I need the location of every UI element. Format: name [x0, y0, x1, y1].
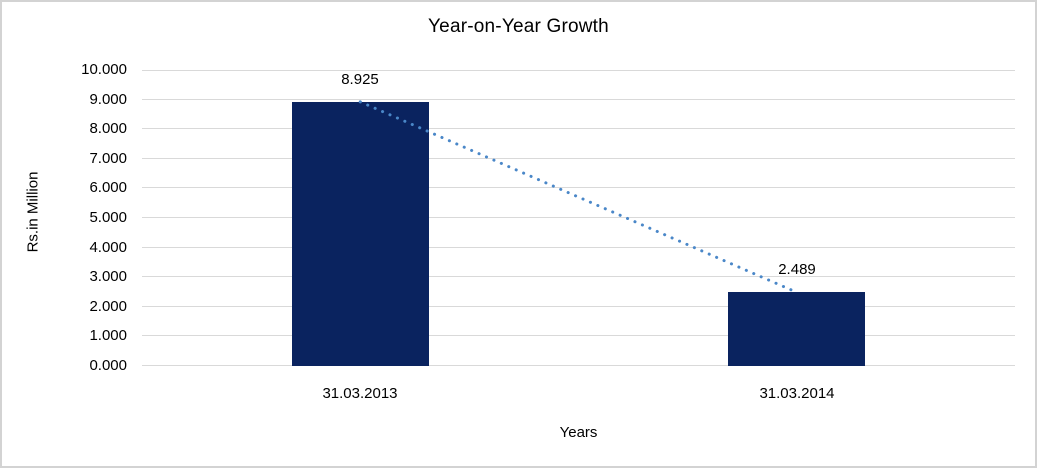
bar-31.03.2014 — [728, 292, 865, 366]
y-tick-label: 10.000 — [81, 61, 127, 78]
data-label: 8.925 — [341, 71, 379, 88]
y-tick-label: 1.000 — [89, 327, 127, 345]
x-category-label: 31.03.2014 — [759, 385, 835, 402]
x-category-label: 31.03.2013 — [322, 385, 398, 402]
trendline-line — [358, 100, 799, 294]
chart-title: Year-on-Year Growth — [428, 16, 609, 37]
y-tick-label: 7.000 — [89, 149, 127, 167]
y-tick-label: 6.000 — [89, 179, 127, 197]
data-label: 2.489 — [778, 261, 816, 278]
bar-31.03.2013 — [292, 102, 429, 366]
y-tick-label: 9.000 — [89, 90, 127, 108]
x-axis-title: Years — [559, 424, 598, 441]
y-tick-label: 0.000 — [89, 357, 127, 374]
y-tick-label: 5.000 — [89, 209, 127, 226]
y-tick-label: 3.000 — [89, 268, 127, 286]
y-tick-label: 8.000 — [89, 120, 127, 138]
y-tick-label: 4.000 — [89, 238, 127, 256]
trendline — [358, 100, 799, 294]
plot-area — [142, 70, 1015, 366]
y-tick-label: 2.000 — [89, 297, 127, 315]
